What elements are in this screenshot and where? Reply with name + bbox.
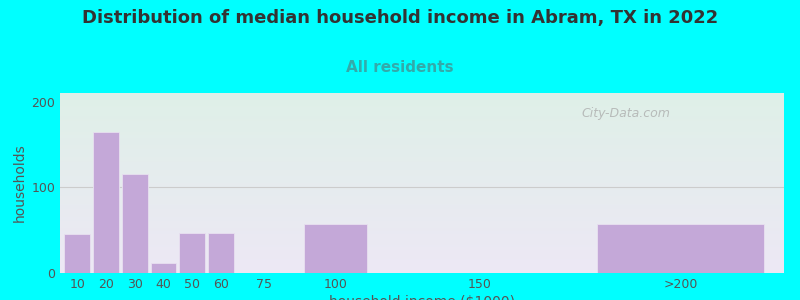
Y-axis label: households: households xyxy=(13,144,27,222)
X-axis label: household income ($1000): household income ($1000) xyxy=(329,295,515,300)
Bar xyxy=(598,224,764,273)
Text: All residents: All residents xyxy=(346,60,454,75)
Bar xyxy=(64,234,90,273)
Text: Distribution of median household income in Abram, TX in 2022: Distribution of median household income … xyxy=(82,9,718,27)
Bar xyxy=(93,132,119,273)
Bar xyxy=(304,224,367,273)
Bar xyxy=(150,263,176,273)
Bar xyxy=(122,174,148,273)
Bar xyxy=(179,233,205,273)
Text: City-Data.com: City-Data.com xyxy=(582,107,670,120)
Bar xyxy=(208,233,234,273)
